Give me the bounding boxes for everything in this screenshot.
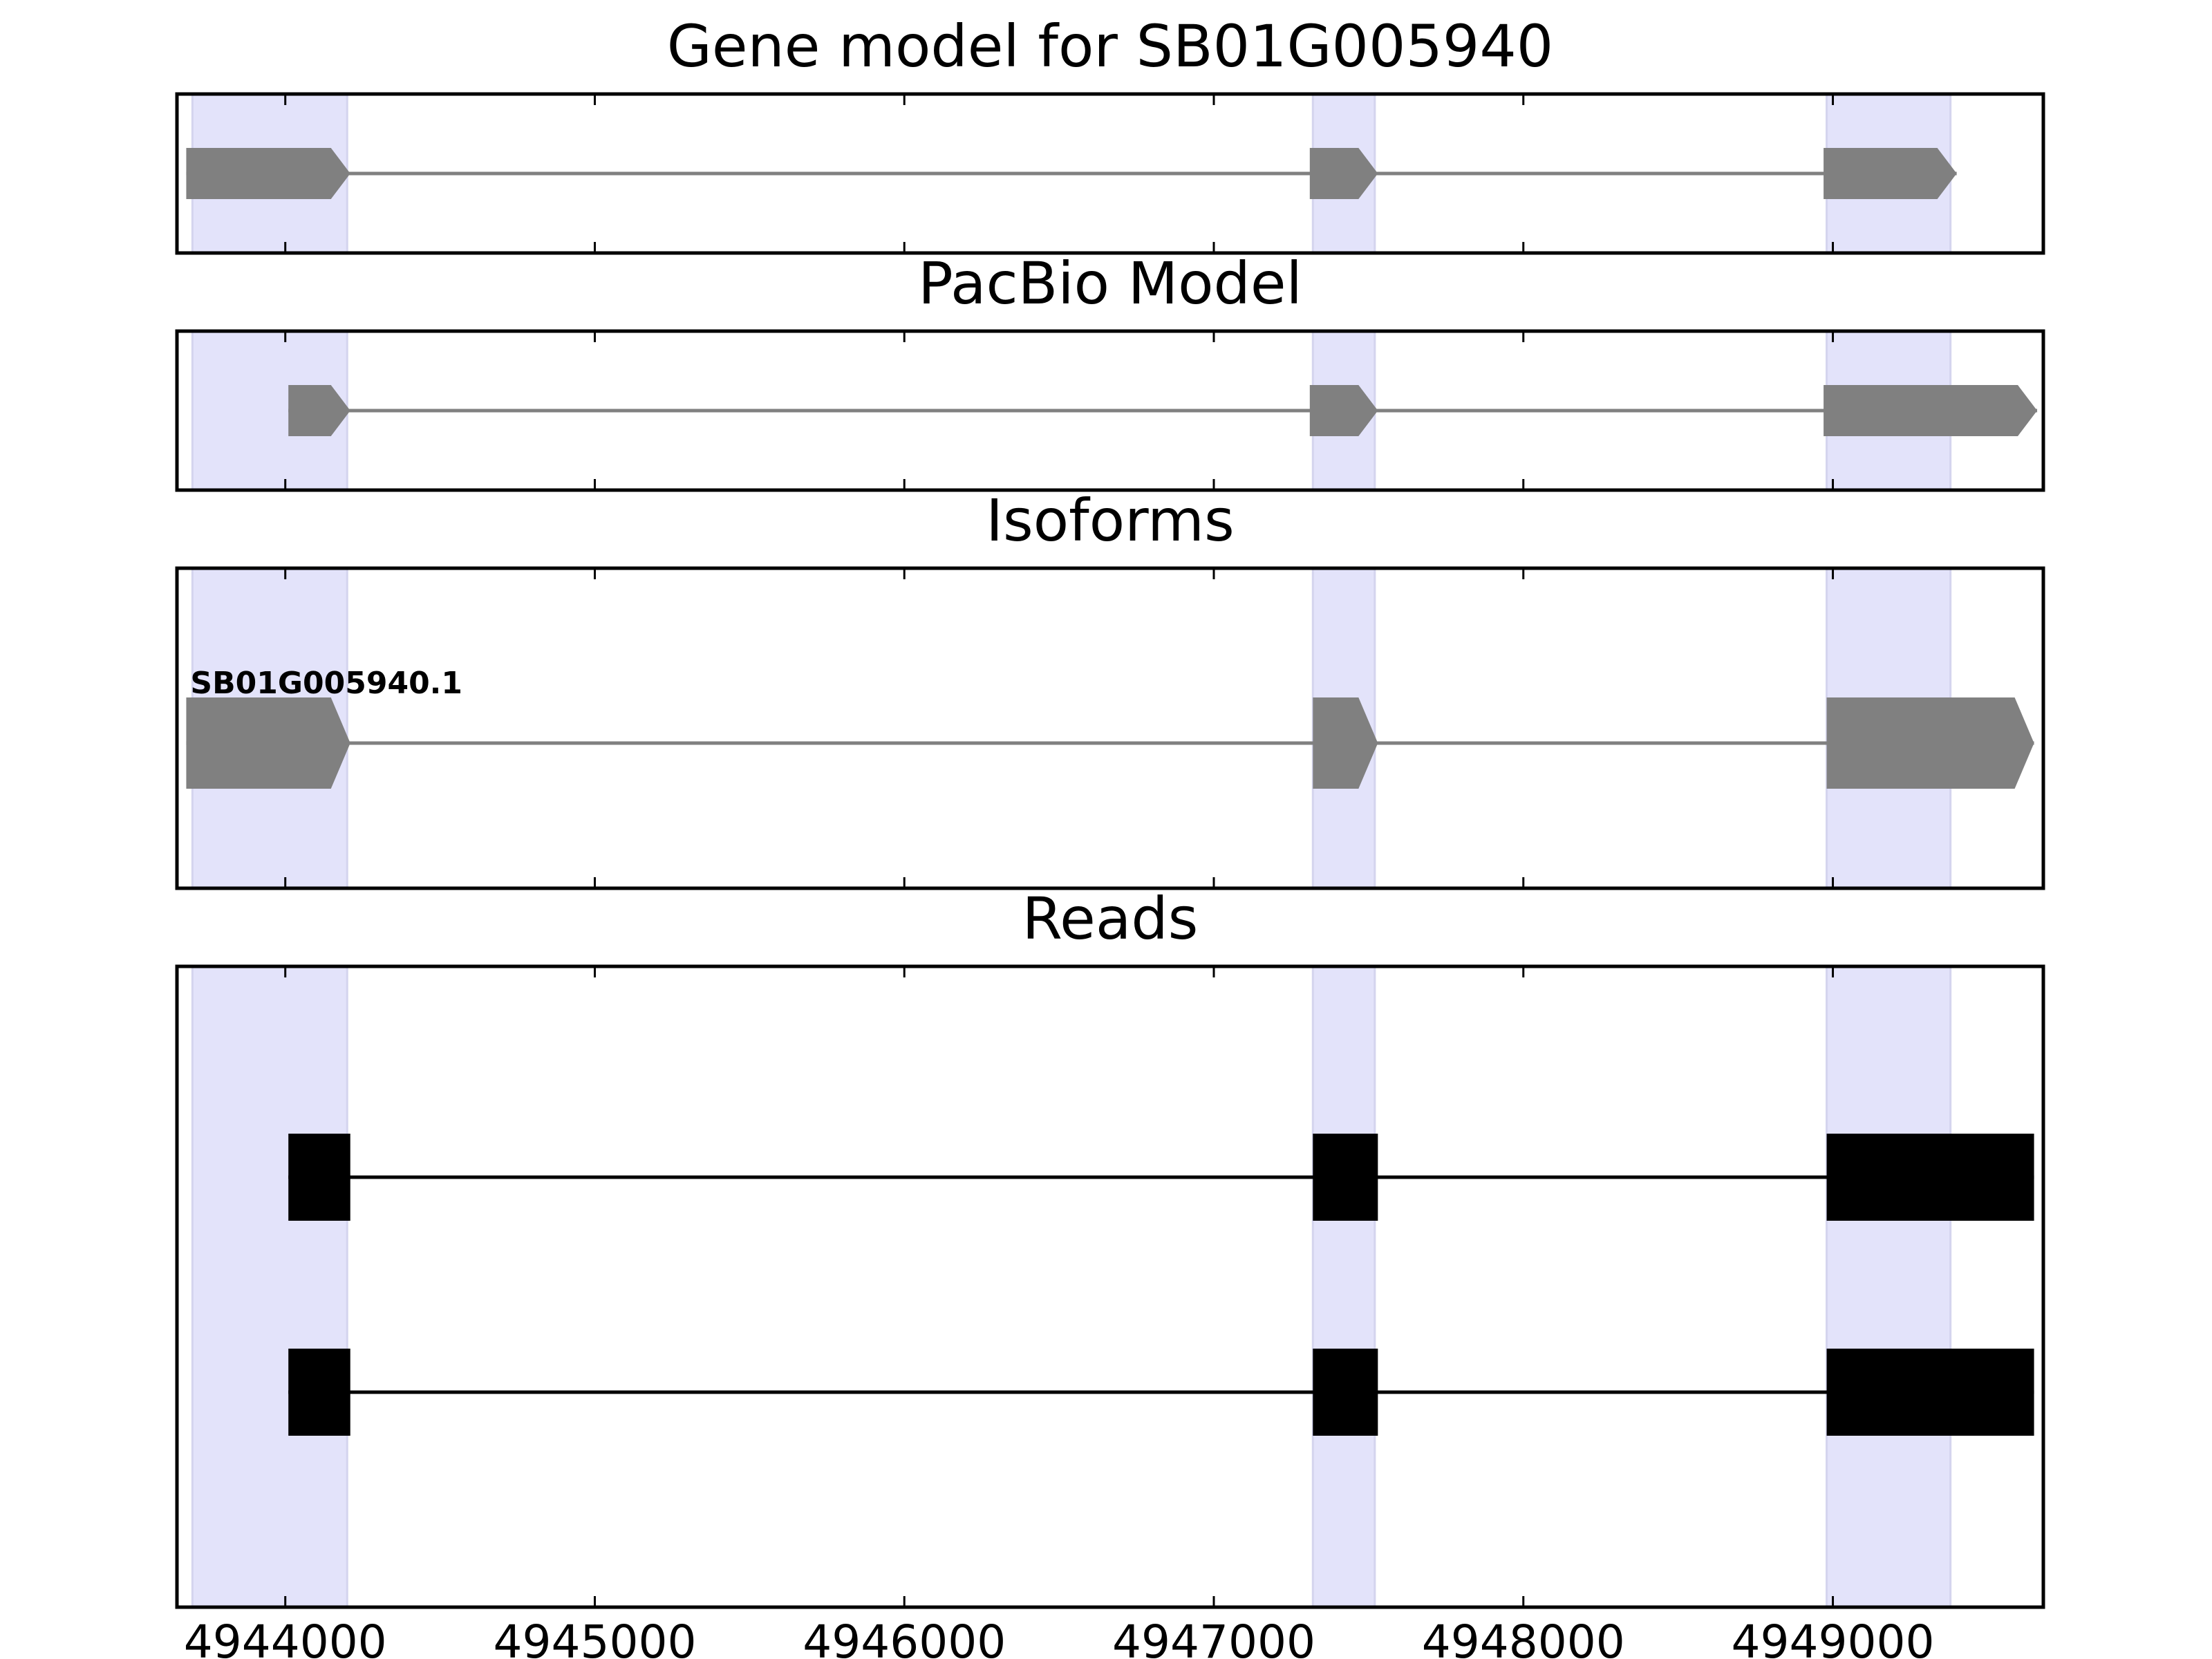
panel-frame (175, 566, 2045, 890)
gene-exon (186, 148, 350, 199)
highlight-region (191, 965, 348, 1609)
panel-title: Gene model for SB01G005940 (667, 12, 1553, 80)
panel-title: PacBio Model (918, 250, 1302, 317)
isoform-label: SB01G005940.1 (190, 666, 462, 701)
isoform-exon (1826, 697, 2034, 789)
x-tick-label: 4947000 (1112, 1615, 1315, 1659)
panel-2 (175, 329, 2045, 492)
read-exon (288, 1349, 350, 1436)
panel-title: Isoforms (986, 487, 1235, 554)
panel-1 (175, 92, 2045, 255)
gene-exon (1309, 148, 1378, 199)
panel-frame (175, 92, 2045, 255)
read-exon (1313, 1134, 1378, 1221)
gene-exon (1824, 385, 2038, 436)
highlight-region (1826, 965, 1952, 1609)
x-tick-label: 4948000 (1422, 1615, 1625, 1659)
read-exon (1826, 1134, 2034, 1221)
x-tick-label: 4945000 (494, 1615, 697, 1659)
read-exon (288, 1134, 350, 1221)
isoform-exon (1313, 697, 1378, 789)
gene-exon (1824, 148, 1957, 199)
gene-exon (288, 385, 350, 436)
panel-3 (175, 566, 2045, 890)
panel-4 (175, 964, 2045, 1609)
panel-frame (175, 964, 2045, 1609)
read-exon (1826, 1349, 2034, 1436)
highlight-region (1311, 965, 1376, 1609)
x-tick-label: 4944000 (184, 1615, 387, 1659)
panel-frame (175, 329, 2045, 492)
x-tick-label: 4949000 (1732, 1615, 1935, 1659)
read-exon (1313, 1349, 1378, 1436)
x-tick-label: 4946000 (803, 1615, 1006, 1659)
panel-title: Reads (1022, 885, 1199, 953)
gene-exon (1309, 385, 1378, 436)
isoform-exon (186, 697, 350, 789)
